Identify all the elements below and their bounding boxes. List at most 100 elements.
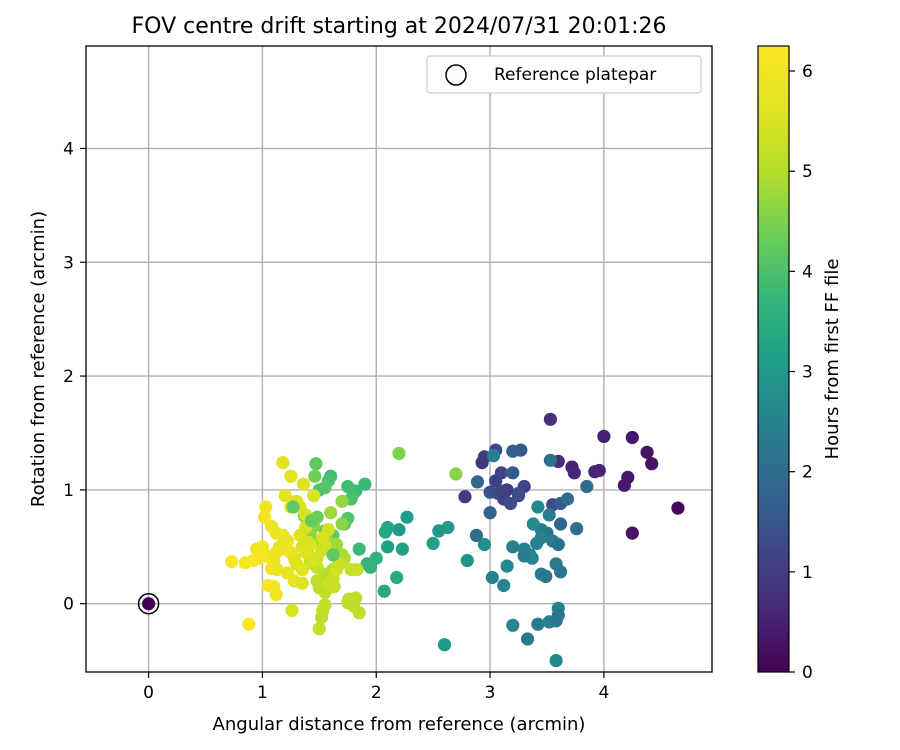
data-point xyxy=(310,574,324,588)
x-tick-label: 2 xyxy=(371,683,382,703)
data-point xyxy=(511,486,526,500)
data-point xyxy=(295,576,309,590)
colorbar-label: Hours from first FF file xyxy=(822,259,843,460)
data-points xyxy=(142,412,685,668)
data-point xyxy=(625,526,639,540)
data-point xyxy=(554,517,568,531)
y-tick-label: 1 xyxy=(63,481,74,501)
data-point xyxy=(324,506,338,520)
data-point xyxy=(392,446,406,461)
data-point xyxy=(358,477,372,491)
data-point xyxy=(526,517,540,531)
data-point xyxy=(301,535,315,549)
data-point xyxy=(426,536,440,551)
data-point xyxy=(269,526,283,540)
data-point xyxy=(315,610,329,625)
data-point xyxy=(530,536,544,551)
data-point xyxy=(570,522,584,536)
data-point xyxy=(506,540,520,554)
data-point xyxy=(489,474,503,488)
data-point xyxy=(352,542,366,556)
data-point xyxy=(449,467,463,481)
data-point xyxy=(261,578,275,593)
data-point xyxy=(588,465,602,479)
data-point xyxy=(270,563,284,577)
data-point xyxy=(567,466,581,480)
y-tick-label: 3 xyxy=(63,253,74,273)
data-point xyxy=(551,537,565,552)
grid xyxy=(86,46,712,672)
data-point xyxy=(276,456,290,470)
y-tick-label: 2 xyxy=(63,367,74,387)
data-point xyxy=(500,559,514,573)
colorbar-tick-label: 1 xyxy=(802,563,813,583)
data-point xyxy=(560,492,575,506)
legend-box xyxy=(426,55,702,94)
data-point xyxy=(477,537,491,552)
colorbar-tick-label: 5 xyxy=(802,162,813,182)
data-point xyxy=(280,566,295,580)
data-point xyxy=(363,560,378,574)
data-point xyxy=(259,500,273,514)
data-point xyxy=(470,475,485,489)
y-tick-label: 4 xyxy=(63,139,74,159)
data-point xyxy=(640,445,654,459)
data-point xyxy=(543,412,558,426)
plot-frame xyxy=(85,45,713,673)
x-tick-label: 3 xyxy=(485,683,496,703)
data-point xyxy=(307,489,321,503)
data-point xyxy=(335,517,349,531)
data-point xyxy=(286,500,300,514)
data-point xyxy=(312,622,326,636)
data-point xyxy=(580,479,594,494)
data-point xyxy=(542,508,556,522)
data-point xyxy=(506,618,520,632)
data-point xyxy=(671,501,685,515)
data-point xyxy=(617,478,632,492)
data-point xyxy=(285,603,299,618)
data-point xyxy=(506,466,520,480)
data-point xyxy=(549,654,563,668)
colorbar-tick-label: 2 xyxy=(802,463,813,483)
data-point xyxy=(299,545,313,560)
data-point xyxy=(381,540,395,554)
y-axis-label: Rotation from reference (arcmin) xyxy=(28,211,49,507)
colorbar-tick-label: 3 xyxy=(802,363,813,383)
colorbar-gradient xyxy=(757,45,790,673)
data-point xyxy=(483,506,497,520)
data-point xyxy=(521,632,535,646)
x-tick-label: 1 xyxy=(257,683,268,703)
data-point xyxy=(142,597,156,611)
colorbar-tick-label: 4 xyxy=(802,262,813,282)
data-point xyxy=(539,569,553,584)
data-point xyxy=(551,608,565,622)
colorbar-tick-label: 6 xyxy=(802,62,813,82)
data-point xyxy=(295,563,309,577)
data-point xyxy=(497,578,511,593)
data-point xyxy=(225,555,239,569)
x-tick-label: 0 xyxy=(143,683,154,703)
data-point xyxy=(304,514,318,528)
data-point xyxy=(316,531,330,545)
data-point xyxy=(400,510,414,524)
data-point xyxy=(460,553,474,568)
data-point xyxy=(517,549,531,563)
x-axis-label: Angular distance from reference (arcmin) xyxy=(213,714,586,735)
data-point xyxy=(341,479,355,494)
data-point xyxy=(242,617,256,631)
data-point xyxy=(335,494,349,508)
legend-reference-marker xyxy=(445,64,467,86)
chart-title: FOV centre drift starting at 2024/07/31 … xyxy=(132,14,667,39)
x-axis-ticks: 0 1 2 3 4 xyxy=(143,672,609,703)
legend: Reference platepar xyxy=(426,55,702,94)
data-point xyxy=(645,457,659,471)
data-point xyxy=(506,444,520,458)
data-point xyxy=(395,542,409,556)
data-point xyxy=(278,489,292,503)
data-point xyxy=(326,548,340,562)
data-point xyxy=(296,477,310,491)
colorbar: 0 1 2 3 4 5 6 Hours from first FF file xyxy=(757,45,843,683)
data-point xyxy=(258,510,272,524)
data-point xyxy=(269,588,283,602)
